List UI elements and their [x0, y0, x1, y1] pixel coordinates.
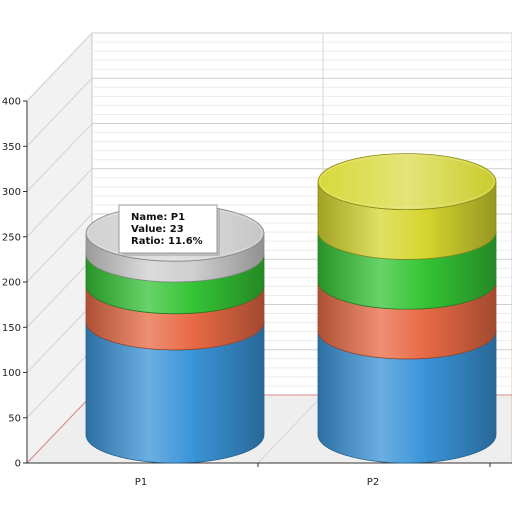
floor-divider: [257, 394, 324, 464]
gridline-wall: [26, 32, 93, 102]
bar-top-rim: [319, 155, 495, 208]
y-tick-label: 100: [2, 368, 21, 379]
bar-top: [317, 153, 497, 211]
tooltip-ratio: Ratio: 11.6%: [131, 236, 203, 247]
y-tick-label: 50: [8, 413, 21, 424]
gridline-wall: [26, 123, 93, 192]
y-tick-label: 150: [2, 323, 21, 334]
tooltip-box: [118, 204, 218, 254]
y-tick-label: 300: [2, 187, 21, 198]
gridline-wall: [26, 304, 93, 373]
x-tick-label: P2: [367, 477, 379, 488]
cylinder-P2: [317, 153, 497, 464]
y-tick-label: 350: [2, 142, 21, 153]
x-axis: P1 P2: [27, 462, 512, 488]
y-axis: 0 50 100 150 200 250 300 350 400: [2, 97, 28, 470]
gridline-wall: [26, 77, 93, 147]
y-tick-label: 200: [2, 278, 21, 289]
y-tick-label: 400: [2, 97, 21, 108]
gridline-wall: [26, 258, 93, 328]
gridline-wall: [26, 213, 93, 283]
tooltip-name: Name: P1: [131, 212, 185, 223]
tooltip-value: Value: 23: [131, 224, 184, 235]
tooltip: Name: P1 Value: 23 Ratio: 11.6%: [118, 204, 220, 256]
floor-edge-left: [26, 394, 93, 464]
x-tick-label: P1: [135, 477, 147, 488]
y-tick-label: 0: [15, 459, 21, 470]
gridline-wall: [26, 168, 93, 238]
y-tick-label: 250: [2, 232, 21, 243]
gridline-wall: [26, 349, 93, 419]
